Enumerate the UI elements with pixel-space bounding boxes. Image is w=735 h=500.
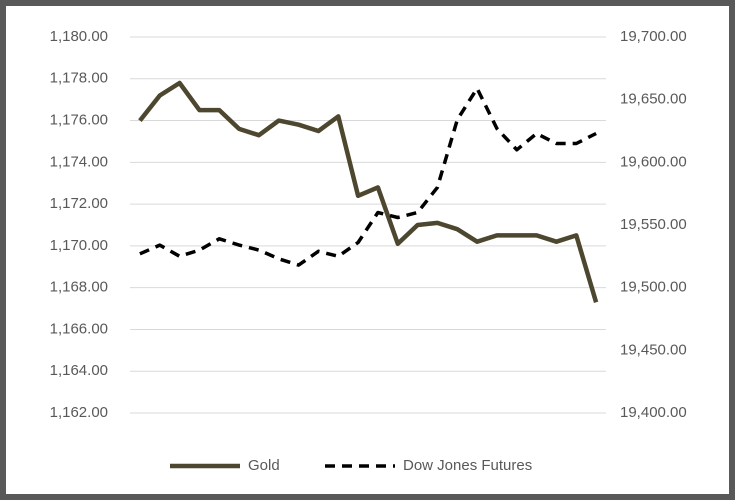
y-tick-label: 1,178.00 xyxy=(50,70,108,87)
y2-tick-label: 19,650.00 xyxy=(620,91,687,108)
y2-tick-label: 19,550.00 xyxy=(620,216,687,233)
y-tick-label: 1,170.00 xyxy=(50,237,108,254)
y-tick-label: 1,168.00 xyxy=(50,279,108,296)
y-tick-label: 1,180.00 xyxy=(50,28,108,45)
y2-tick-label: 19,600.00 xyxy=(620,153,687,170)
series-line xyxy=(138,80,599,303)
y-tick-label: 1,172.00 xyxy=(50,195,108,212)
legend-label: Gold xyxy=(248,457,280,474)
y-tick-label: 1,176.00 xyxy=(50,112,108,129)
y2-tick-label: 19,500.00 xyxy=(620,279,687,296)
y2-tick-label: 19,700.00 xyxy=(620,28,687,45)
y2-tick-label: 19,450.00 xyxy=(620,341,687,358)
legend-label: Dow Jones Futures xyxy=(403,457,532,474)
series-line xyxy=(139,86,597,267)
y-tick-label: 1,164.00 xyxy=(50,362,108,379)
y-tick-label: 1,162.00 xyxy=(50,404,108,421)
y2-tick-label: 19,400.00 xyxy=(620,404,687,421)
y-tick-label: 1,174.00 xyxy=(50,153,108,170)
y-tick-label: 1,166.00 xyxy=(50,320,108,337)
